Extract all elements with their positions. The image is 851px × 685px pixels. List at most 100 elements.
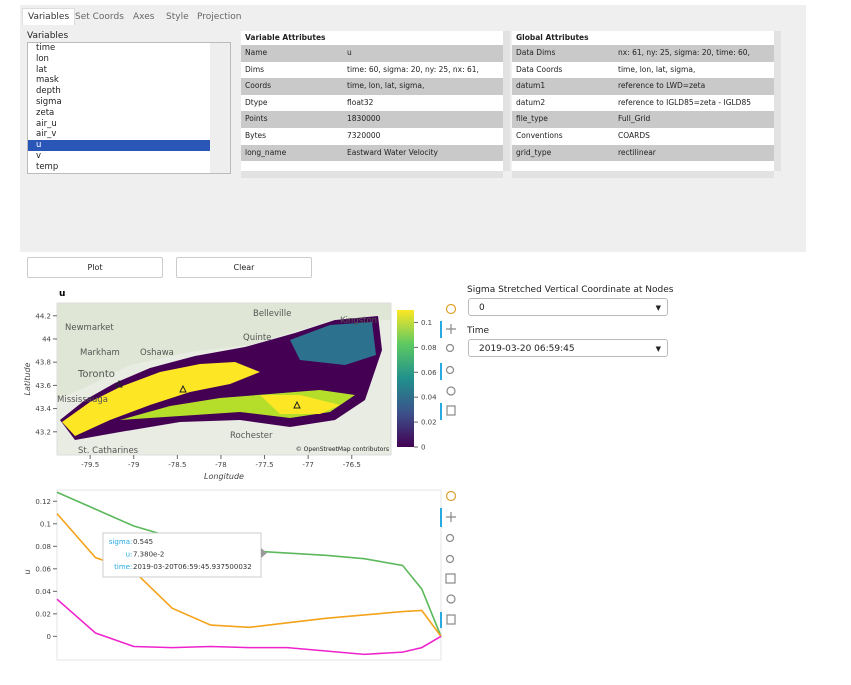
colorbar-tick-label: 0.04: [421, 394, 437, 402]
variable-item[interactable]: zeta: [36, 107, 55, 118]
y-tick-label: 0.06: [35, 565, 51, 573]
variable-item[interactable]: temp: [36, 161, 59, 172]
widget-label: Sigma Stretched Vertical Coordinate at N…: [467, 285, 674, 295]
line: [56, 598, 442, 656]
table-row: Dims time: 60, sigma: 20, ny: 25, nx: 61,: [241, 62, 503, 79]
tooltip-value: 7.380e-2: [133, 551, 164, 559]
y-tick-label: 0.12: [35, 498, 51, 506]
scrollbar[interactable]: [512, 171, 774, 178]
tooltip-key: u: [126, 551, 130, 559]
tooltip-arrow: [261, 548, 267, 558]
cell-value: reference to LWD=zeta: [618, 81, 706, 91]
cell-value: u: [347, 48, 352, 57]
cell-value: 7320000: [347, 130, 381, 140]
y-tick-label: 0.1: [40, 520, 51, 528]
place-label: Newmarket: [65, 323, 114, 333]
x-tick-label: -78.5: [168, 461, 186, 469]
place-label: Quinte: [243, 333, 271, 343]
cell-value: rectilinear: [618, 147, 656, 157]
cell-value: time, lon, lat, sigma,: [618, 64, 696, 74]
tab[interactable]: Variables: [22, 8, 76, 25]
place-label: Belleville: [253, 309, 291, 319]
select-value: 0: [479, 303, 485, 313]
cell-value: 1830000: [347, 114, 381, 124]
widget-label: Time: [467, 326, 490, 336]
time-select[interactable]: 2019-03-20 06:59:45 ▼: [468, 339, 668, 357]
variable-item[interactable]: sigma: [36, 96, 62, 107]
colorbar-tick-label: 0.08: [421, 344, 437, 352]
variable-item[interactable]: mask: [36, 75, 59, 86]
x-tick-label: -79: [128, 461, 139, 469]
variable-item[interactable]: depth: [36, 86, 61, 97]
tab[interactable]: Projection: [197, 12, 242, 22]
table-row: datum1 reference to LWD=zeta: [512, 78, 774, 95]
land: [57, 303, 391, 400]
cell-key: long_name: [245, 147, 287, 157]
map-frame: [56, 302, 392, 456]
place-label: St. Catharines: [78, 446, 139, 456]
marker: [115, 379, 301, 409]
tooltip-key: time: [114, 563, 130, 571]
y-axis-label: Latitude: [23, 362, 32, 395]
table-header: Variable Attributes: [241, 31, 503, 45]
colorbar-tick-label: 0.1: [421, 319, 432, 327]
table-row: Coords time, lon, lat, sigma,: [241, 78, 503, 95]
y-tick-label: 0.04: [35, 588, 51, 596]
clear-button[interactable]: Clear: [176, 257, 312, 278]
table-row: Name u: [241, 45, 503, 62]
cell-key: Data Dims: [516, 48, 556, 57]
scrollbar[interactable]: [774, 31, 781, 171]
scrollbar[interactable]: [241, 171, 503, 178]
table-row: grid_type rectilinear: [512, 144, 774, 162]
variable-item[interactable]: lon: [36, 53, 49, 64]
plot-button[interactable]: Plot: [27, 257, 163, 278]
variable-item[interactable]: time: [36, 43, 56, 53]
table-row: datum2 reference to IGLD85=zeta - IGLD85: [512, 95, 774, 112]
line: [56, 491, 442, 637]
tab[interactable]: Set Coords: [75, 12, 124, 22]
variable-list[interactable]: time lon lat mask depth sigma zeta air_u air_v u v…: [27, 42, 231, 174]
toolbar[interactable]: [440, 303, 457, 629]
y-tick-label: 0.02: [35, 610, 51, 618]
variable-item[interactable]: u: [28, 140, 214, 151]
table-body: Data Dims nx: 61, ny: 25, sigma: 20, time…: [512, 45, 774, 162]
tooltip-key: sigma: [109, 538, 130, 546]
cell-value: float32: [347, 97, 374, 107]
tooltip-sep: :: [130, 563, 132, 571]
tab[interactable]: Style: [166, 12, 189, 22]
tooltip: [102, 532, 262, 578]
colorbar-tick-label: 0: [421, 444, 425, 452]
x-tick-label: -78: [215, 461, 226, 469]
variable-item[interactable]: air_u: [36, 118, 57, 129]
variable-item[interactable]: v: [36, 150, 42, 161]
cell-value: Eastward Water Velocity: [347, 147, 438, 157]
x-tick-label: -77: [302, 461, 313, 469]
y-tick-label: 43.4: [35, 405, 51, 413]
colorbar-tick-label: 0.06: [421, 369, 437, 377]
table-row: long_name Eastward Water Velocity: [241, 144, 503, 162]
tooltip-sep: :: [130, 538, 132, 546]
y-tick-label: 0: [47, 633, 51, 641]
place-label: Oshawa: [140, 348, 174, 358]
scrollbar[interactable]: [210, 43, 230, 173]
variable-item[interactable]: lat: [36, 64, 47, 75]
sigma-select[interactable]: 0 ▼: [468, 298, 668, 316]
tab[interactable]: Axes: [133, 12, 155, 22]
scrollbar[interactable]: [503, 31, 510, 171]
y-tick-label: 0.08: [35, 543, 51, 551]
tooltip-value: 0.545: [133, 538, 153, 546]
attribution: © OpenStreetMap contributors: [296, 446, 389, 453]
tooltip-sep: :: [130, 551, 132, 559]
heatmap: [260, 395, 340, 414]
cell-key: Points: [245, 114, 268, 124]
y-tick-label: 44: [42, 335, 51, 343]
cell-value: COARDS: [618, 130, 650, 140]
tooltip-value: 2019-03-20T06:59:45.937500032: [133, 563, 252, 571]
colorbar: [397, 310, 414, 447]
variable-item[interactable]: air_v: [36, 129, 57, 140]
heatmap: [62, 362, 260, 436]
table-row: Points 1830000: [241, 111, 503, 128]
place-label: Kingston: [340, 316, 377, 326]
cell-key: datum2: [516, 97, 546, 107]
